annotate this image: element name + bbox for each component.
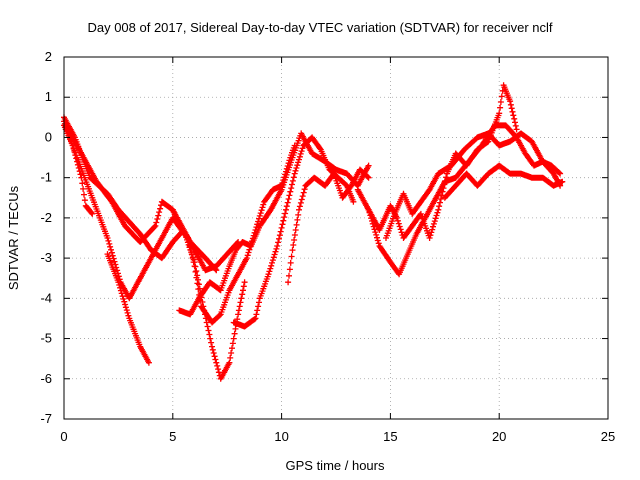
series-9 — [285, 166, 372, 286]
axis-ticks: 0 5 10 15 20 25 -7 -6 -5 -4 -3 -2 -1 0 1 2 — [40, 49, 615, 444]
series-8-points — [230, 134, 357, 330]
y-tick-label: -7 — [40, 411, 52, 426]
x-tick-label: 25 — [601, 429, 615, 444]
x-tick-label: 5 — [169, 429, 176, 444]
series-4-points — [104, 251, 152, 366]
series-9-points — [285, 166, 372, 286]
y-tick-label: 2 — [45, 49, 52, 64]
series-12-points — [383, 130, 564, 241]
series-10-points — [354, 82, 520, 241]
data-series — [61, 82, 566, 382]
series-4 — [104, 251, 152, 366]
series-12 — [383, 130, 564, 241]
x-tick-label: 15 — [383, 429, 397, 444]
x-tick-label: 20 — [492, 429, 506, 444]
y-tick-label: -5 — [40, 331, 52, 346]
series-6 — [169, 142, 298, 326]
series-11 — [365, 122, 564, 278]
y-tick-label: -1 — [40, 170, 52, 185]
series-7-points — [176, 130, 372, 318]
series-6-points — [169, 142, 298, 326]
y-tick-label: -4 — [40, 290, 52, 305]
series-7 — [176, 130, 372, 318]
x-tick-label: 0 — [60, 429, 67, 444]
series-13 — [441, 162, 566, 201]
series-13-points — [441, 162, 566, 201]
y-tick-label: -2 — [40, 210, 52, 225]
y-tick-label: 1 — [45, 89, 52, 104]
series-11-points — [365, 122, 564, 278]
series-10 — [354, 82, 520, 241]
x-axis-label: GPS time / hours — [286, 458, 385, 473]
y-axis-label: SDTVAR / TECUs — [6, 185, 21, 290]
chart-title: Day 008 of 2017, Sidereal Day-to-day VTE… — [87, 20, 552, 35]
y-tick-label: -6 — [40, 371, 52, 386]
plot-frame — [63, 56, 609, 420]
y-tick-label: -3 — [40, 250, 52, 265]
y-tick-label: 0 — [45, 129, 52, 144]
x-tick-label: 10 — [274, 429, 288, 444]
series-8 — [230, 134, 357, 330]
